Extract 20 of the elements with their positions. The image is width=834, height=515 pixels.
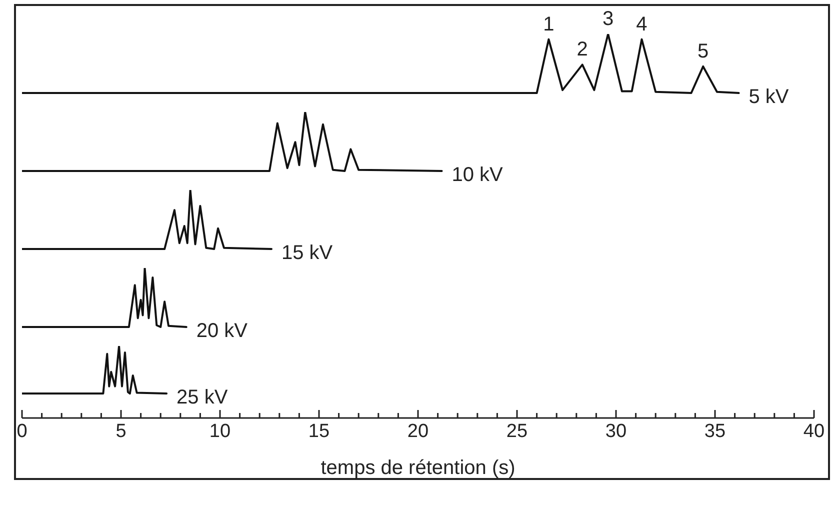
x-tick-label: 20	[407, 420, 429, 442]
series-label: 10 kV	[452, 164, 504, 186]
x-tick-label: 0	[16, 420, 28, 442]
x-tick-label: 15	[308, 420, 330, 442]
x-tick-label: 25	[506, 420, 528, 442]
x-axis-title: temps de rétention (s)	[320, 457, 516, 479]
annotation: 3	[602, 8, 614, 30]
annotation: 1	[543, 13, 554, 36]
x-tick-label: 35	[704, 420, 726, 442]
annotation: 2	[576, 38, 588, 61]
annotation: 4	[636, 13, 648, 36]
series-label: 20 kV	[196, 320, 248, 342]
series-label: 25 kV	[176, 386, 228, 409]
annotation: 5	[698, 40, 709, 62]
x-tick-label: 10	[209, 420, 231, 442]
x-tick-label: 30	[605, 420, 627, 442]
x-tick-label: 5	[116, 420, 126, 442]
x-tick-label: 40	[803, 420, 825, 442]
series-label: 15 kV	[281, 242, 334, 264]
series-label: 5 kV	[748, 86, 790, 108]
